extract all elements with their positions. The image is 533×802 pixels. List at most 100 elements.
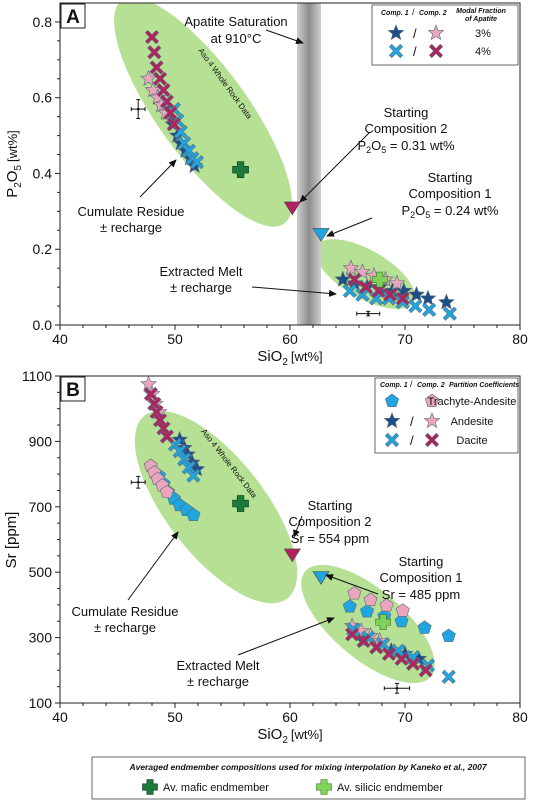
footer-legend-box: [91, 756, 526, 800]
series-x-comp2: [143, 386, 433, 678]
y-tick-label: 100: [29, 695, 53, 711]
y-tick-label: 900: [29, 433, 53, 449]
residue-arrow-b: [127, 531, 179, 601]
panel-a-ylabel: P2O5[wt%]: [4, 130, 24, 198]
panel-b-label-box: [60, 376, 86, 402]
data-point: [371, 283, 386, 298]
legend-b-head-c2: Comp. 2: [417, 382, 445, 389]
error-bar: [130, 475, 146, 489]
legend-marker-comp2: [423, 412, 441, 429]
series-pentagon-comp2: [143, 458, 410, 617]
legend-b-sep-row3: /: [410, 433, 414, 448]
residue-line1-a: Cumulate Residue: [78, 204, 185, 219]
y-tick-label: 300: [29, 630, 53, 646]
data-point: [159, 484, 174, 499]
panel-a-xlabel: SiO2 [wt%]: [257, 348, 322, 368]
data-point: [152, 71, 168, 86]
residue-line1-b: Cumulate Residue: [72, 604, 179, 619]
sc2-line2: Composition 2: [364, 121, 447, 136]
data-point: [363, 592, 378, 606]
data-point: [408, 285, 425, 302]
footer-markers: [142, 779, 332, 795]
sc1-arrow-b: [325, 574, 379, 595]
legend-marker-comp2: [428, 43, 444, 59]
legend-a-label-row1: 3%: [475, 28, 491, 40]
error-bar: [356, 310, 381, 317]
data-point: [140, 69, 157, 86]
data-point: [144, 30, 160, 45]
panel-a-axes: 40 50 60 70 80 0.0 0.2 0.4 0.6 0.8: [33, 14, 528, 347]
y-tick-label: 0.4: [33, 165, 53, 181]
data-point: [186, 468, 201, 483]
sc2-line1: Starting: [384, 105, 429, 120]
y-tick-label: 0.8: [33, 14, 53, 30]
x-tick-label: 50: [167, 331, 183, 347]
sc1-line2: Composition 1: [408, 186, 491, 201]
legend-marker-comp1: [388, 43, 404, 59]
sc2-line3-b: Sr = 554 ppm: [291, 531, 369, 546]
saturation-label-line2: at 910°C: [211, 31, 262, 46]
legend-b-head-sep: /: [410, 379, 413, 389]
data-point: [159, 429, 175, 444]
legend-a-title2: of Apatite: [465, 16, 497, 23]
footer-silicic-marker: [316, 779, 332, 795]
error-bar: [383, 682, 411, 694]
y-tick-label: 1100: [22, 368, 52, 384]
data-point: [442, 306, 457, 321]
mafic-endmember: [232, 161, 249, 178]
sc2-arrow-b: [293, 515, 303, 538]
x-tick-label: 80: [512, 709, 528, 725]
data-point: [422, 302, 437, 317]
residue-arrow-a: [139, 159, 177, 198]
x-tick-label: 50: [167, 709, 183, 725]
data-point: [347, 272, 362, 287]
data-point: [354, 263, 371, 280]
y-tick-label: 0.2: [33, 241, 53, 257]
data-point: [342, 283, 357, 298]
data-point: [334, 270, 352, 287]
data-point: [149, 88, 167, 105]
data-point: [140, 375, 157, 392]
data-point: [189, 155, 204, 170]
sc1-line1: Starting: [428, 170, 473, 185]
legend-b-label-row3: Dacite: [456, 435, 487, 447]
x-tick-label: 80: [512, 331, 528, 347]
y-tick-label: 0.0: [33, 317, 53, 333]
legend-b-markers: [383, 393, 441, 448]
error-bar: [130, 99, 146, 120]
data-point: [441, 628, 456, 642]
x-tick-label: 60: [282, 331, 298, 347]
legend-marker-comp2: [427, 24, 445, 41]
data-point: [360, 604, 375, 618]
sc2-line2-b: Composition 2: [288, 514, 371, 529]
mafic-endmember: [232, 495, 249, 512]
data-point: [156, 83, 171, 98]
melt-line2-b: ± recharge: [187, 674, 249, 689]
residue-line2-a: ± recharge: [100, 220, 162, 235]
panel-a-legend: Comp. 1 / Comp. 2 Modal Fraction of Apat…: [371, 4, 519, 66]
legend-a-head-c2: Comp. 2: [419, 10, 447, 17]
melt-line1-b: Extracted Melt: [176, 658, 259, 673]
legend-a-head-sep: /: [412, 7, 415, 17]
panel-b-label: B: [66, 380, 80, 401]
melt-arrow-a: [251, 286, 337, 297]
panel-b-legend: Comp. 1 / Comp. 2 Partition Coefficients…: [374, 377, 519, 454]
legend-marker-comp2: [424, 432, 440, 448]
data-point: [405, 656, 421, 671]
saturation-label-line1: Apatite Saturation: [184, 14, 287, 29]
melt-line1-a: Extracted Melt: [159, 264, 242, 279]
footer-legend: Averaged endmember compositions used for…: [91, 756, 526, 800]
data-point: [417, 620, 432, 634]
legend-marker-comp1: [383, 412, 401, 429]
x-tick-label: 70: [397, 331, 413, 347]
silicic-endmember: [375, 614, 391, 631]
sc1-arrow: [326, 217, 373, 237]
data-point: [381, 646, 396, 662]
x-tick-label: 40: [52, 331, 68, 347]
legend-marker-comp2: [424, 393, 440, 407]
panel-b-whole-rock-ellipse-left: [134, 410, 298, 604]
legend-a-label-row2: 4%: [475, 46, 491, 58]
data-point: [186, 507, 201, 521]
y-tick-label: 500: [29, 564, 53, 580]
